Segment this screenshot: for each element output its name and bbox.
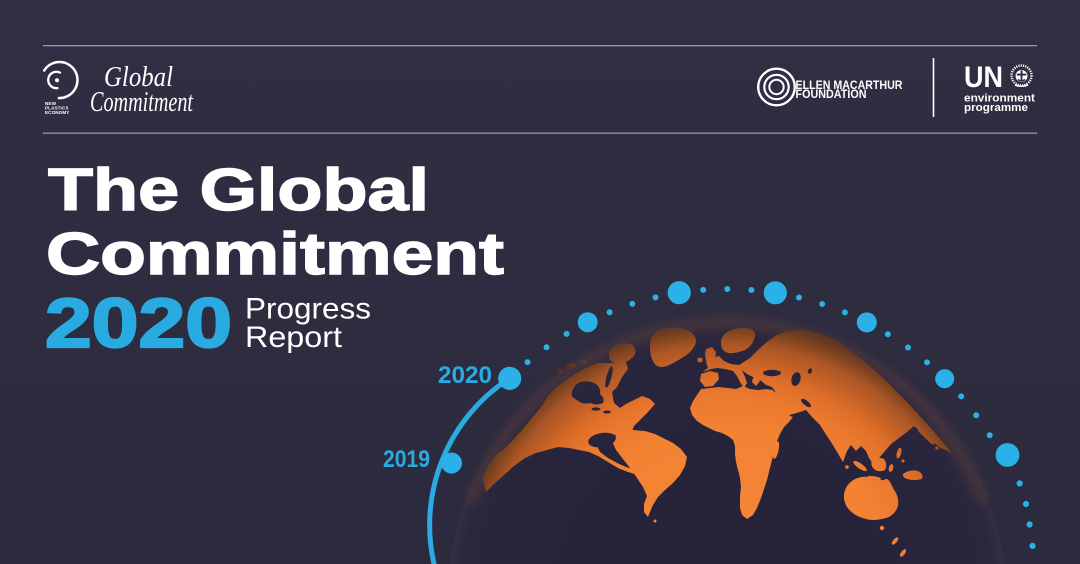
svg-text:Commitment: Commitment — [46, 221, 504, 287]
svg-text:FOUNDATION: FOUNDATION — [796, 89, 867, 101]
svg-text:2020: 2020 — [45, 284, 232, 362]
svg-text:programme: programme — [964, 102, 1028, 114]
svg-text:2019: 2019 — [383, 446, 430, 473]
svg-text:Global: Global — [104, 61, 173, 93]
svg-text:ECONOMY: ECONOMY — [45, 110, 69, 115]
svg-text:Commitment: Commitment — [90, 87, 194, 118]
svg-text:2020: 2020 — [438, 362, 492, 389]
svg-text:ELLEN MACARTHUR: ELLEN MACARTHUR — [796, 80, 904, 92]
svg-text:The Global: The Global — [48, 157, 429, 223]
svg-text:PLASTICS: PLASTICS — [45, 106, 69, 111]
svg-text:Progress: Progress — [245, 293, 371, 326]
svg-text:environment: environment — [964, 93, 1035, 105]
svg-text:Report: Report — [245, 321, 343, 354]
svg-text:UN: UN — [964, 61, 1003, 94]
svg-text:NEW: NEW — [45, 101, 57, 106]
